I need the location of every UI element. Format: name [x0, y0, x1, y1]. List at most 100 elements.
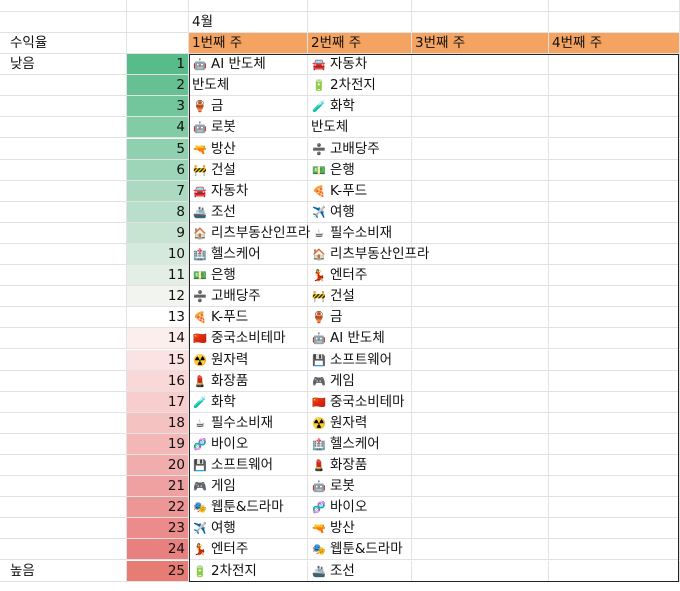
sector-cell[interactable]: 🔋 2차전지	[189, 560, 308, 582]
sector-cell[interactable]: ✈️ 여행	[189, 518, 308, 540]
grid-cell[interactable]	[0, 328, 127, 350]
week4-cell[interactable]	[549, 244, 680, 266]
grid-cell[interactable]	[0, 222, 127, 244]
sector-cell[interactable]: 🏥 헬스케어	[308, 433, 412, 455]
week4-cell[interactable]	[549, 560, 680, 582]
grid-cell[interactable]	[0, 391, 127, 413]
sector-cell[interactable]: ☕ 필수소비재	[189, 412, 308, 434]
sector-cell[interactable]: 🏥 헬스케어	[189, 244, 308, 266]
sector-cell[interactable]: ➗ 고배당주	[189, 286, 308, 308]
week4-cell[interactable]	[549, 476, 680, 498]
week-header-4[interactable]: 4번째 주	[549, 33, 680, 55]
sector-cell[interactable]: 🎭 웹툰&드라마	[308, 539, 412, 561]
sector-cell[interactable]: 🚢 조선	[308, 560, 412, 582]
week4-cell[interactable]	[549, 75, 680, 97]
rank-cell[interactable]: 5	[127, 138, 189, 160]
week3-cell[interactable]	[412, 159, 549, 181]
week4-cell[interactable]	[549, 370, 680, 392]
week4-cell[interactable]	[549, 307, 680, 329]
rank-cell[interactable]: 19	[127, 433, 189, 455]
sector-cell[interactable]: ✈️ 여행	[308, 201, 412, 223]
week4-cell[interactable]	[549, 539, 680, 561]
sector-cell[interactable]: ➗ 고배당주	[308, 138, 412, 160]
week3-cell[interactable]	[412, 370, 549, 392]
week4-cell[interactable]	[549, 412, 680, 434]
week3-cell[interactable]	[412, 391, 549, 413]
week4-cell[interactable]	[549, 180, 680, 202]
sector-cell[interactable]: 🤖 로봇	[189, 117, 308, 139]
grid-cell[interactable]	[0, 201, 127, 223]
sector-cell[interactable]: 반도체	[189, 75, 308, 97]
rank-cell[interactable]: 22	[127, 497, 189, 519]
sector-cell[interactable]: 🧪 화학	[308, 96, 412, 118]
week4-cell[interactable]	[549, 328, 680, 350]
week3-cell[interactable]	[412, 180, 549, 202]
sector-cell[interactable]: 🎭 웹툰&드라마	[189, 497, 308, 519]
week3-cell[interactable]	[412, 201, 549, 223]
rank-cell[interactable]: 15	[127, 349, 189, 371]
high-label[interactable]: 높음	[0, 560, 127, 582]
week4-cell[interactable]	[549, 159, 680, 181]
rank-cell[interactable]: 25	[127, 560, 189, 582]
week4-cell[interactable]	[549, 201, 680, 223]
week3-cell[interactable]	[412, 328, 549, 350]
grid-cell[interactable]	[0, 96, 127, 118]
week3-cell[interactable]	[412, 286, 549, 308]
sector-cell[interactable]: ☢️ 원자력	[189, 349, 308, 371]
grid-cell[interactable]	[0, 476, 127, 498]
week3-cell[interactable]	[412, 265, 549, 287]
week3-cell[interactable]	[412, 433, 549, 455]
week4-cell[interactable]	[549, 265, 680, 287]
week4-cell[interactable]	[549, 96, 680, 118]
sector-cell[interactable]: 🔋 2차전지	[308, 75, 412, 97]
rank-cell[interactable]: 4	[127, 117, 189, 139]
sector-cell[interactable]: 🚧 건설	[308, 286, 412, 308]
sector-cell[interactable]: 🇨🇳 중국소비테마	[189, 328, 308, 350]
sector-cell[interactable]: 🤖 AI 반도체	[189, 54, 308, 76]
grid-cell[interactable]	[412, 0, 549, 13]
rank-cell[interactable]: 16	[127, 370, 189, 392]
sector-cell[interactable]: 🎮 게임	[308, 370, 412, 392]
week3-cell[interactable]	[412, 412, 549, 434]
sector-cell[interactable]: 🎮 게임	[189, 476, 308, 498]
sector-cell[interactable]: 💃 엔터주	[189, 539, 308, 561]
sector-cell[interactable]: 🔫 방산	[308, 518, 412, 540]
week4-cell[interactable]	[549, 349, 680, 371]
sector-cell[interactable]: 🧬 바이오	[189, 433, 308, 455]
week3-cell[interactable]	[412, 455, 549, 477]
week3-cell[interactable]	[412, 244, 549, 266]
sector-cell[interactable]: 🚧 건설	[189, 159, 308, 181]
month-label[interactable]: 4월	[189, 12, 308, 34]
week4-cell[interactable]	[549, 286, 680, 308]
grid-cell[interactable]	[0, 138, 127, 160]
grid-cell[interactable]	[0, 497, 127, 519]
sector-cell[interactable]: 💵 은행	[189, 265, 308, 287]
grid-cell[interactable]	[0, 0, 127, 13]
grid-cell[interactable]	[127, 33, 189, 55]
sector-cell[interactable]: 💾 소프트웨어	[308, 349, 412, 371]
week4-cell[interactable]	[549, 391, 680, 413]
grid-cell[interactable]	[0, 539, 127, 561]
sector-cell[interactable]: 💾 소프트웨어	[189, 455, 308, 477]
rank-cell[interactable]: 2	[127, 75, 189, 97]
grid-cell[interactable]	[0, 159, 127, 181]
rank-cell[interactable]: 21	[127, 476, 189, 498]
low-label[interactable]: 낮음	[0, 54, 127, 76]
grid-cell[interactable]	[0, 244, 127, 266]
week3-cell[interactable]	[412, 476, 549, 498]
week3-cell[interactable]	[412, 138, 549, 160]
grid-cell[interactable]	[127, 12, 189, 34]
week4-cell[interactable]	[549, 497, 680, 519]
week3-cell[interactable]	[412, 349, 549, 371]
sector-cell[interactable]: 💄 화장품	[189, 370, 308, 392]
sector-cell[interactable]: 🍕 K-푸드	[308, 180, 412, 202]
week4-cell[interactable]	[549, 518, 680, 540]
rank-cell[interactable]: 10	[127, 244, 189, 266]
sector-cell[interactable]: 🏠 리츠부동산인프라	[308, 244, 429, 266]
week3-cell[interactable]	[412, 222, 549, 244]
sector-cell[interactable]: 🧬 바이오	[308, 497, 412, 519]
sector-cell[interactable]: 🏺 금	[189, 96, 308, 118]
rank-cell[interactable]: 24	[127, 539, 189, 561]
grid-cell[interactable]	[0, 117, 127, 139]
rank-cell[interactable]: 20	[127, 455, 189, 477]
